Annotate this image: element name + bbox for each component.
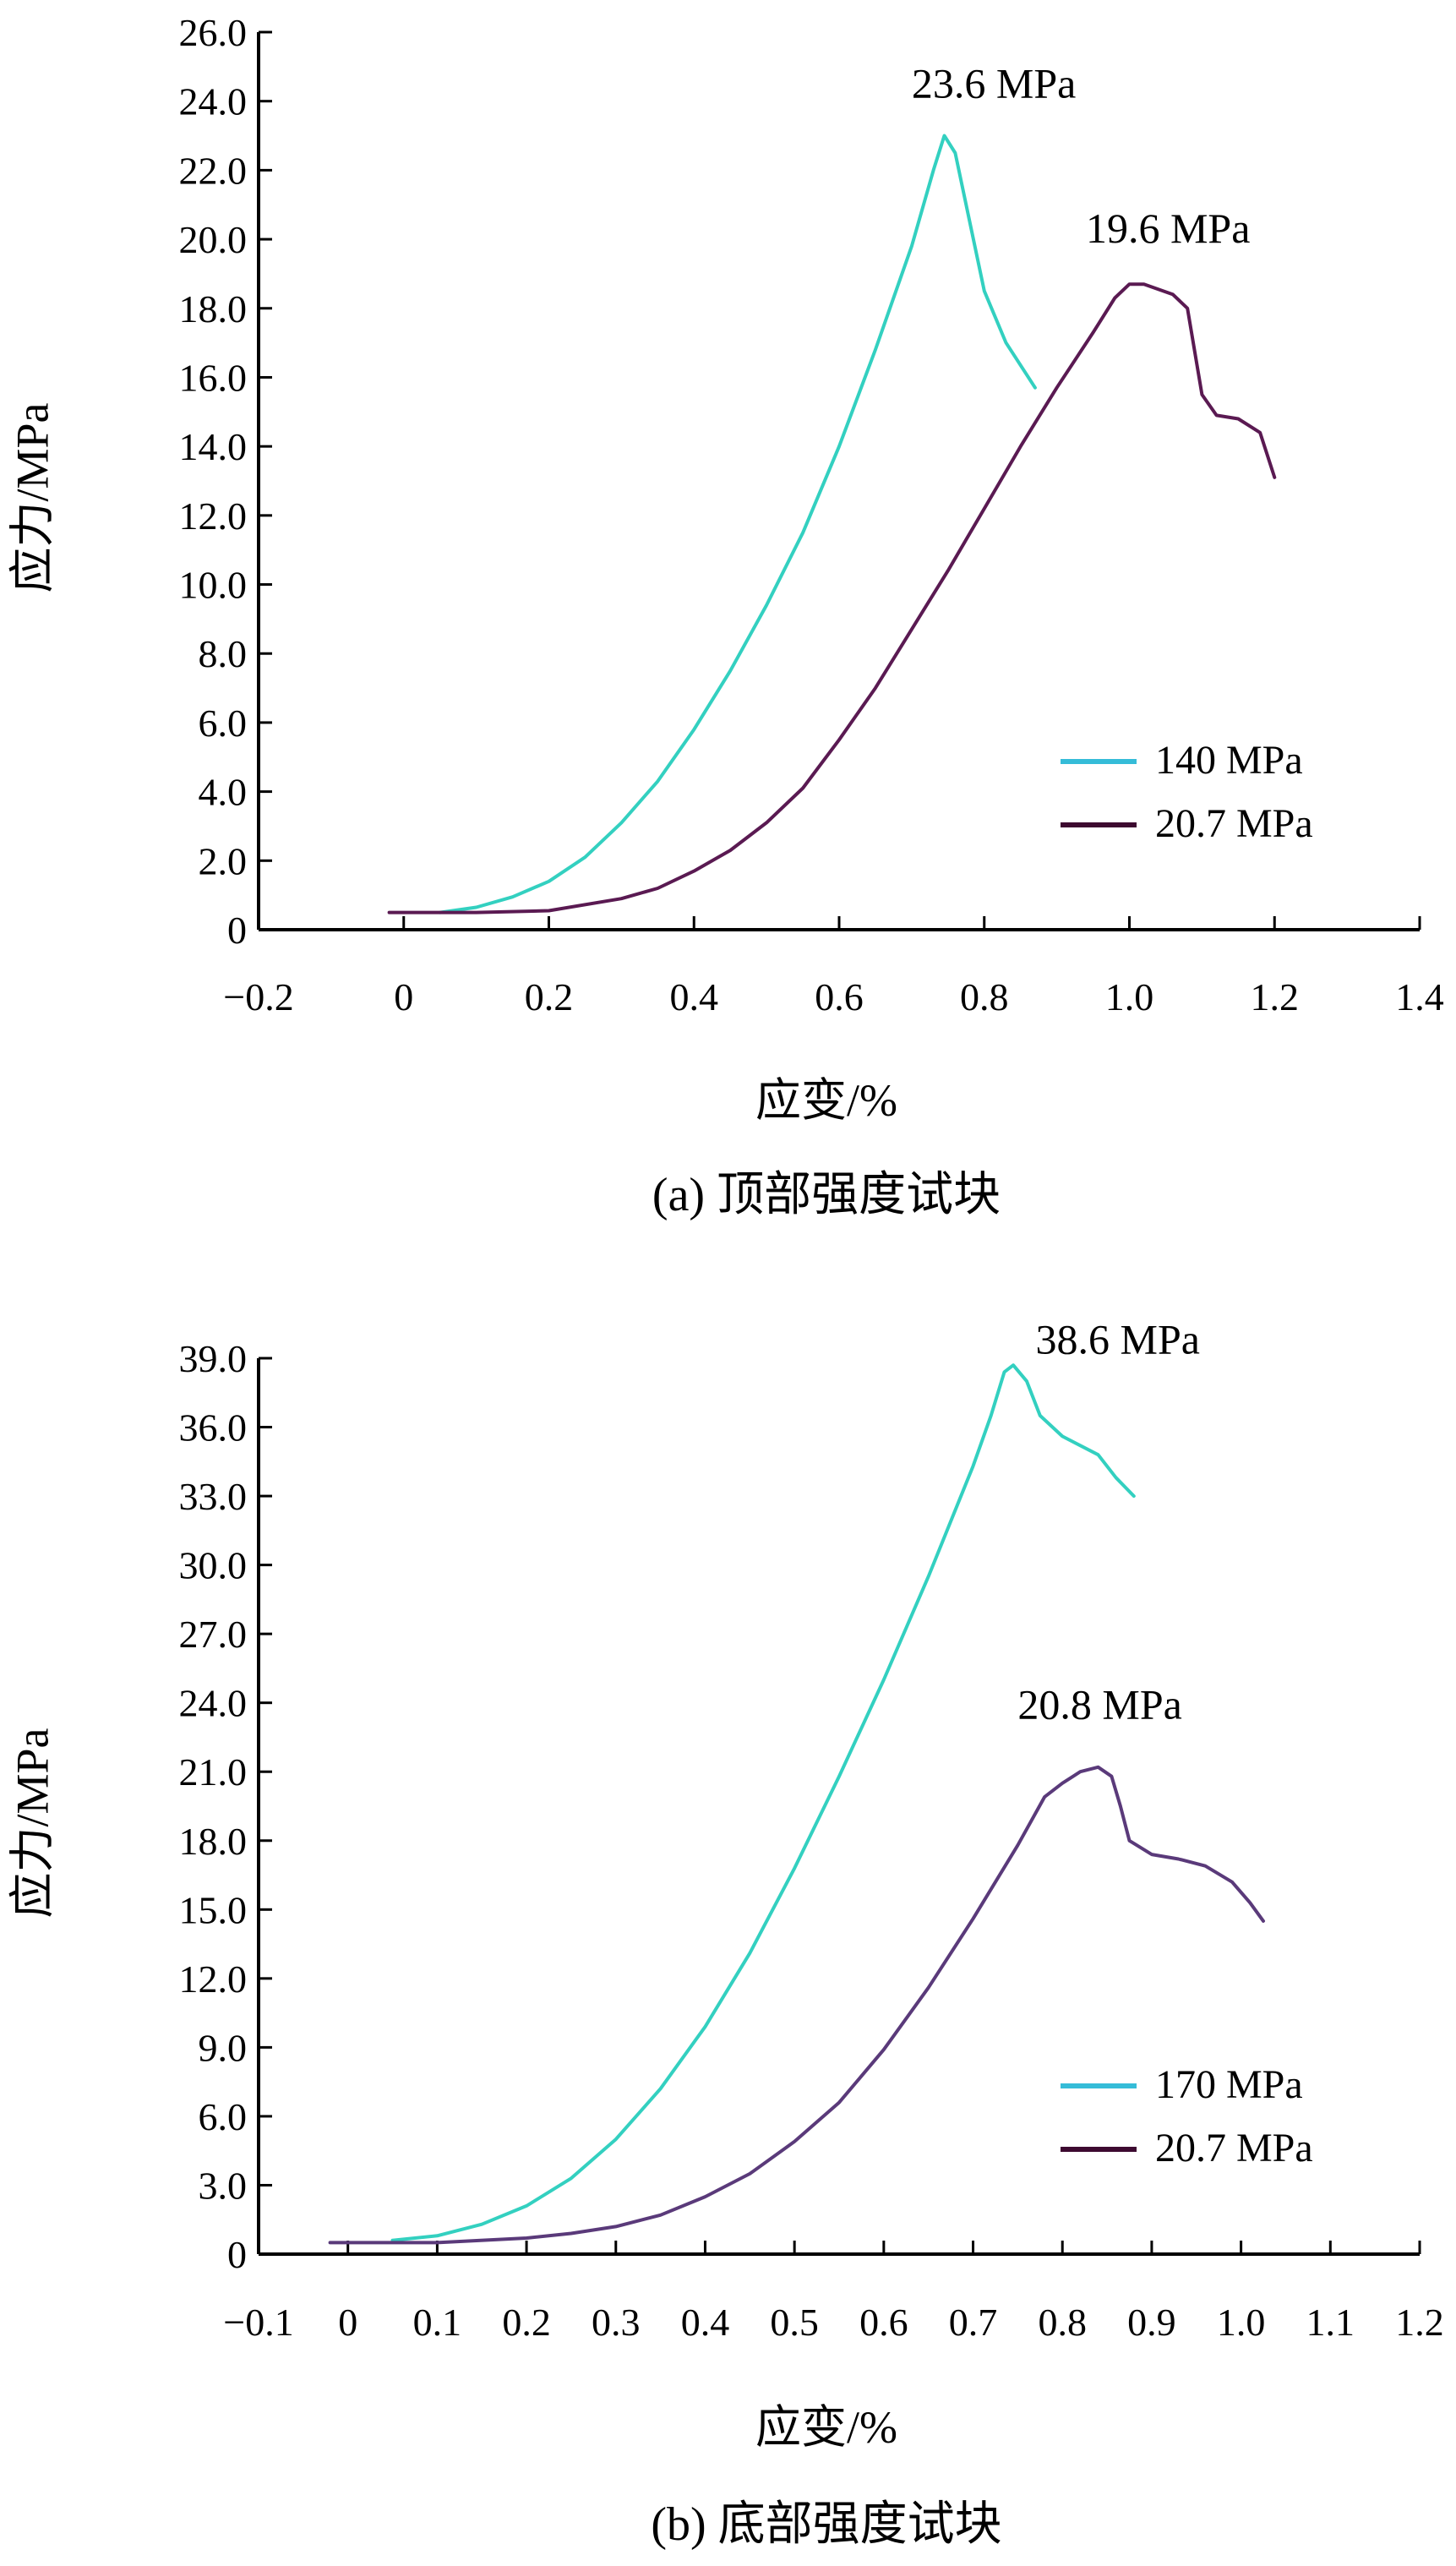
peak-annotation: 23.6 MPa: [912, 60, 1076, 107]
series-line-2: [387, 282, 1277, 914]
x-tick-label: 0.3: [592, 2301, 641, 2344]
x-tick-label: 0.5: [770, 2301, 819, 2344]
x-tick-label: 1.1: [1306, 2301, 1355, 2344]
y-tick-label: 3.0: [199, 2164, 248, 2207]
y-tick-label: 2.0: [199, 839, 248, 882]
y-tick-label: 33.0: [179, 1475, 248, 1518]
x-tick-label: 0.7: [949, 2301, 998, 2344]
y-tick-label: 24.0: [179, 80, 248, 123]
legend-label: 20.7 MPa: [1155, 801, 1313, 846]
y-tick-label: 36.0: [179, 1406, 248, 1450]
x-tick-label: 0.1: [413, 2301, 462, 2344]
legend-label: 170 MPa: [1155, 2062, 1303, 2107]
peak-annotation: 38.6 MPa: [1036, 1316, 1200, 1363]
x-tick-label: 0.2: [502, 2301, 551, 2344]
y-tick-label: 6.0: [199, 2095, 248, 2138]
x-tick-label: 0.6: [815, 975, 864, 1018]
x-tick-label: 1.2: [1395, 2301, 1444, 2344]
series-line-1: [438, 134, 1037, 914]
x-tick-label: 0.9: [1127, 2301, 1176, 2344]
y-tick-label: 18.0: [179, 1820, 248, 1863]
y-tick-label: 21.0: [179, 1750, 248, 1793]
series-line-1: [390, 1363, 1136, 2242]
y-tick-label: 18.0: [179, 287, 248, 330]
x-tick-label: 0.8: [960, 975, 1009, 1018]
x-tick-label: 1.0: [1105, 975, 1154, 1018]
y-tick-label: 12.0: [179, 494, 248, 538]
x-tick-label: 1.0: [1217, 2301, 1266, 2344]
x-tick-label: 1.2: [1251, 975, 1300, 1018]
y-tick-label: 8.0: [199, 632, 248, 675]
y-tick-label: 0: [227, 2233, 247, 2276]
x-tick-label: 0.8: [1038, 2301, 1087, 2344]
y-tick-label: 27.0: [179, 1613, 248, 1656]
x-tick-label: 1.4: [1395, 975, 1444, 1018]
y-tick-label: 14.0: [179, 425, 248, 468]
y-tick-label: 15.0: [179, 1888, 248, 1931]
panel-a-chart: 0 2.0 4.0 6.0 8.0 10.0 12.0 14.0 16.0 18.0 20.0 22.…: [7, 11, 1443, 1221]
peak-annotation: 19.6 MPa: [1086, 205, 1250, 252]
x-tick-label: 0: [394, 975, 413, 1018]
y-tick-label: 26.0: [179, 11, 248, 54]
y-tick-label: 22.0: [179, 149, 248, 192]
y-axis-title: 应力/MPa: [7, 402, 57, 592]
y-tick-label: 9.0: [199, 2026, 248, 2069]
y-tick-label: 39.0: [179, 1337, 248, 1380]
series-line-2: [328, 1765, 1265, 2245]
peak-annotation: 20.8 MPa: [1017, 1681, 1181, 1728]
legend-label: 20.7 MPa: [1155, 2126, 1313, 2170]
x-tick-label: 0.4: [681, 2301, 730, 2344]
y-tick-label: 6.0: [199, 702, 248, 745]
panel-b-chart: 0 3.0 6.0 9.0 12.0 15.0 18.0 21.0 24.0 27.0 30.0 33…: [7, 1316, 1443, 2551]
x-axis-title: 应变/%: [755, 2402, 897, 2453]
y-tick-label: 0: [227, 909, 247, 952]
panel-caption: (b) 底部强度试块: [651, 2498, 1001, 2551]
x-tick-label: 0.4: [670, 975, 719, 1018]
x-tick-label: −0.1: [223, 2301, 293, 2344]
x-axis-title: 应变/%: [755, 1075, 897, 1126]
x-tick-label: 0: [338, 2301, 357, 2344]
y-tick-label: 12.0: [179, 1957, 248, 2001]
legend-label: 140 MPa: [1155, 738, 1303, 783]
y-tick-label: 24.0: [179, 1682, 248, 1725]
x-tick-label: 0.2: [525, 975, 574, 1018]
y-axis-title: 应力/MPa: [7, 1728, 57, 1918]
y-tick-label: 10.0: [179, 564, 248, 607]
panel-caption: (a) 顶部强度试块: [652, 1169, 1001, 1221]
x-tick-label: −0.2: [223, 975, 293, 1018]
y-tick-label: 4.0: [199, 771, 248, 814]
y-tick-label: 16.0: [179, 356, 248, 399]
y-tick-label: 30.0: [179, 1544, 248, 1587]
x-tick-label: 0.6: [859, 2301, 908, 2344]
y-tick-label: 20.0: [179, 218, 248, 261]
